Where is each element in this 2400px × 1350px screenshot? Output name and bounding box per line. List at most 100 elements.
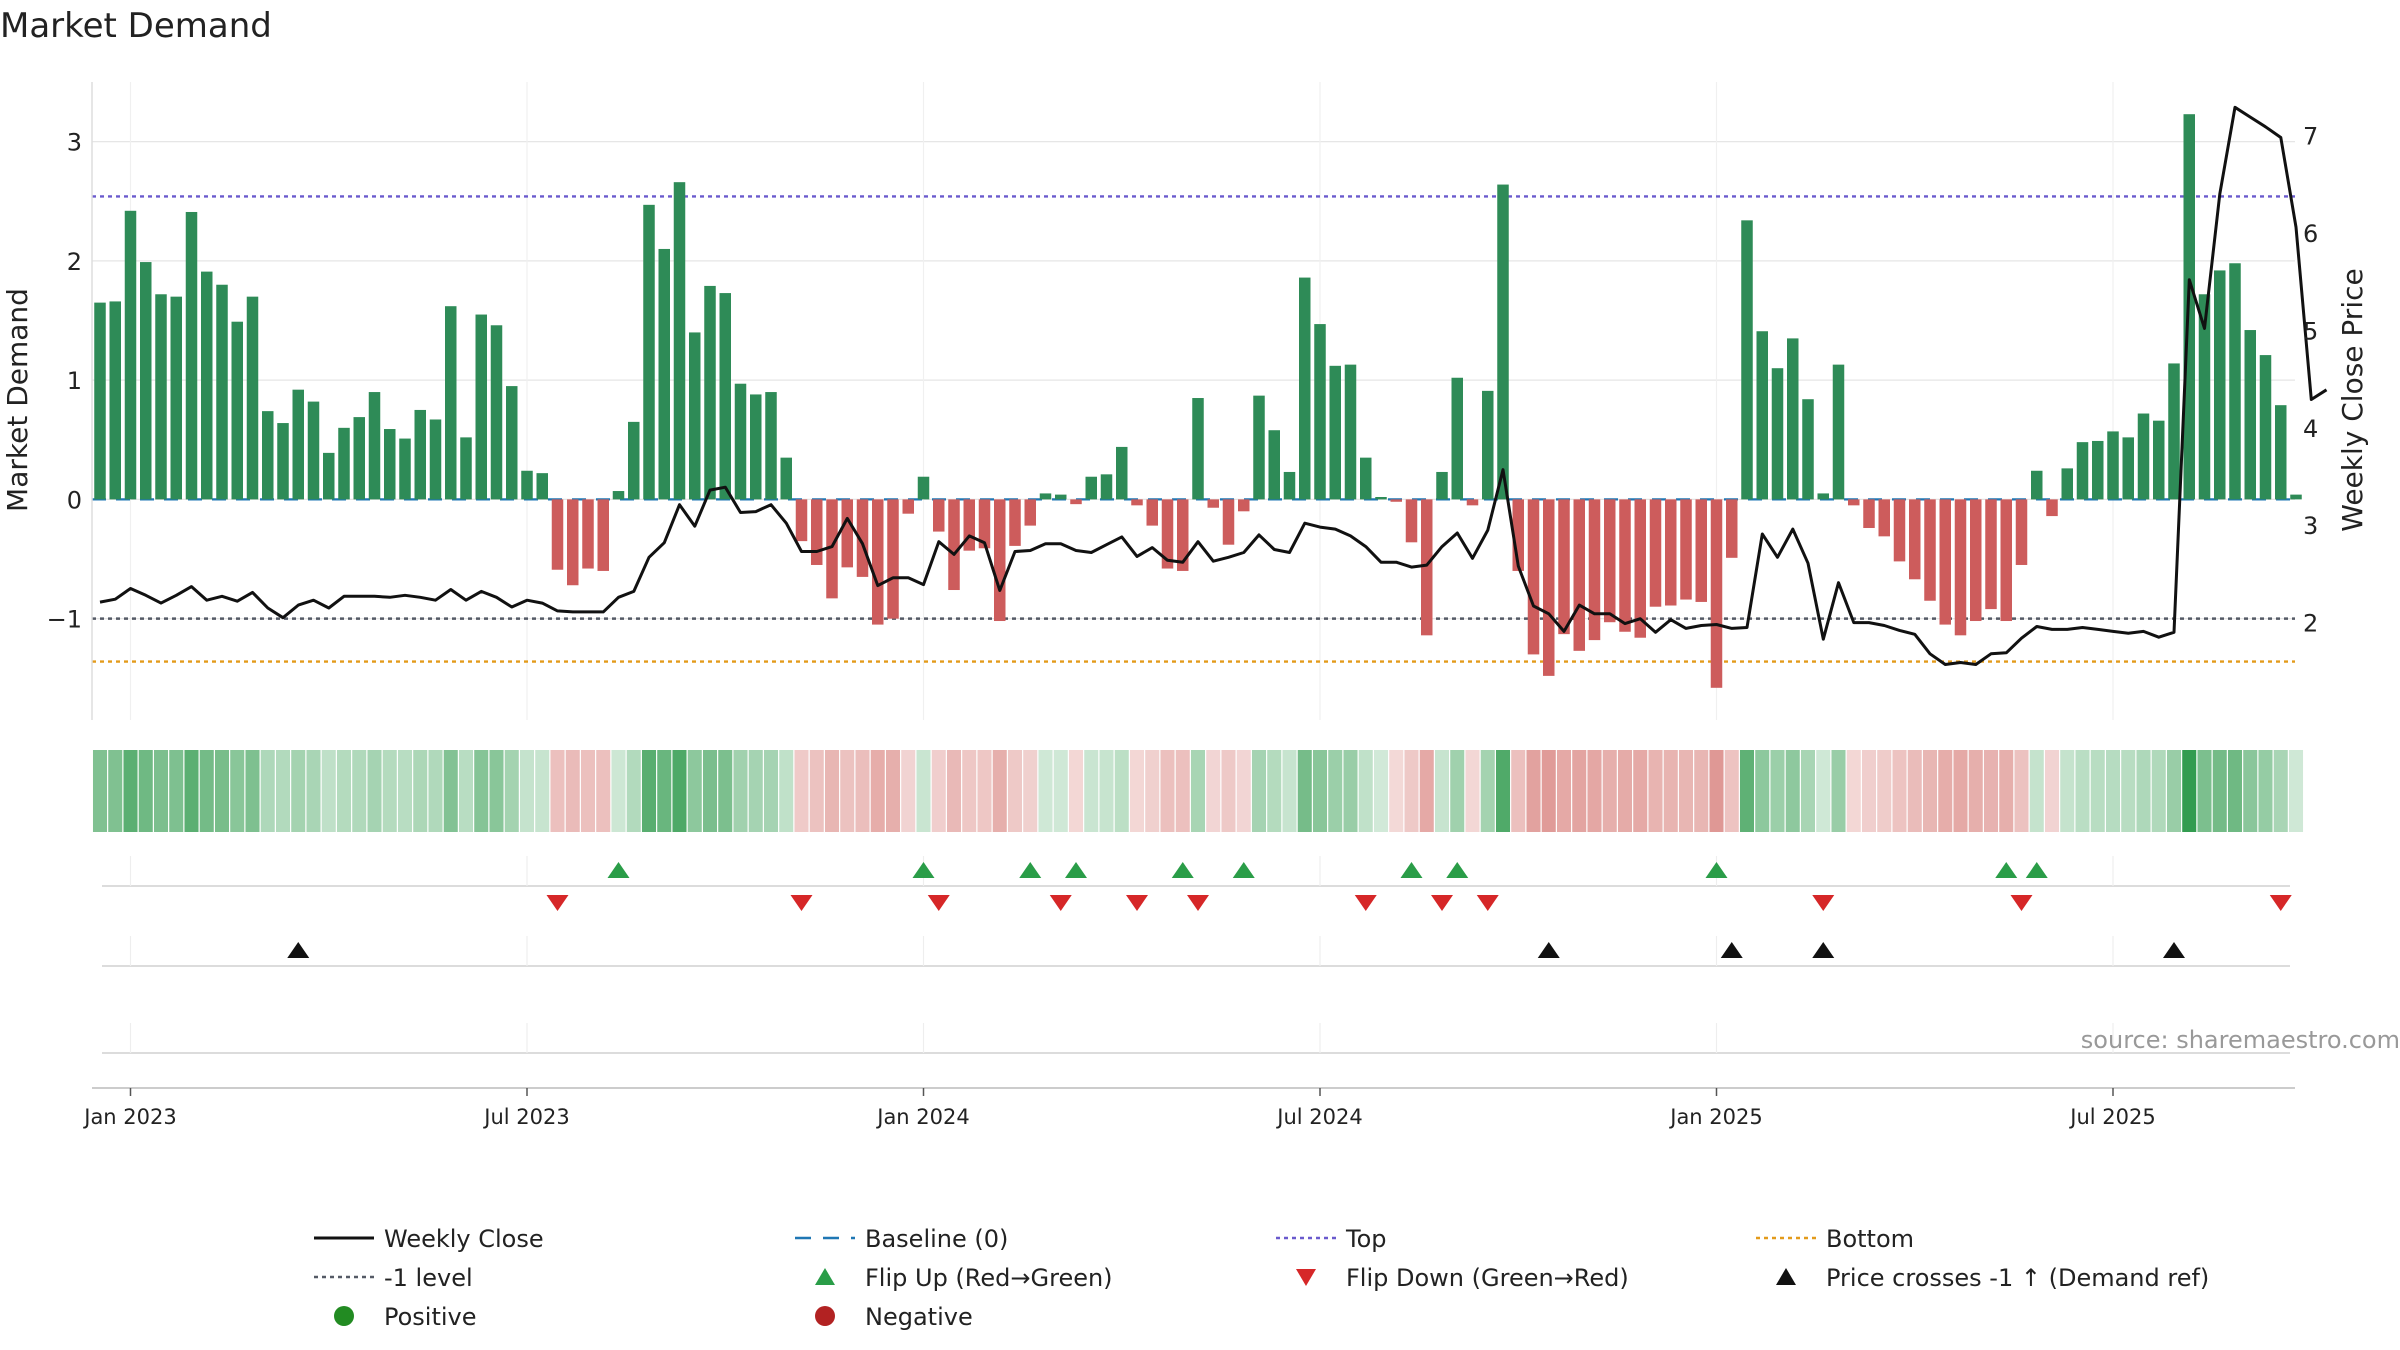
heat-cell: [336, 750, 352, 832]
heat-cell: [1800, 750, 1816, 832]
demand-bar-positive: [1771, 368, 1784, 500]
heat-cell: [2258, 750, 2273, 832]
flip-down-marker: [2010, 895, 2033, 911]
demand-bar-negative: [826, 499, 838, 599]
demand-bar-negative: [887, 499, 899, 619]
legend-item: Price crosses -1 ↑ (Demand ref): [1776, 1264, 2209, 1292]
flip-up-marker: [1995, 862, 2018, 878]
heat-cell: [550, 750, 565, 832]
demand-bar-positive: [689, 332, 701, 500]
heat-cell: [2212, 750, 2227, 832]
heat-cell: [809, 750, 824, 832]
y-tick-label: 2: [67, 248, 82, 276]
demand-bar-positive: [490, 325, 503, 500]
legend-item: Top: [1276, 1225, 1387, 1253]
heat-cell: [1373, 750, 1389, 832]
demand-bar-positive: [94, 302, 106, 500]
y-tick-label: 1: [67, 367, 82, 395]
heat-cell: [1404, 750, 1419, 832]
demand-bar-negative: [1695, 499, 1707, 602]
heat-cell: [946, 750, 962, 832]
heat-cell: [1495, 750, 1511, 832]
heat-cell: [458, 750, 474, 832]
heat-cell: [1541, 750, 1556, 832]
heat-cell: [962, 750, 977, 832]
legend: Weekly Close Baseline (0) Top Bottom -1 leve…: [314, 1225, 2209, 1331]
heat-cell: [2182, 750, 2197, 832]
demand-bar-positive: [1482, 390, 1494, 500]
demand-bar-positive: [1100, 474, 1113, 500]
demand-bar-positive: [1802, 399, 1814, 500]
legend-label: Price crosses -1 ↑ (Demand ref): [1826, 1264, 2209, 1292]
demand-bar-positive: [2122, 437, 2134, 500]
demand-bar-negative: [856, 499, 869, 577]
heat-cell: [580, 750, 596, 832]
demand-bar-positive: [1192, 398, 1204, 500]
heat-cell: [306, 750, 321, 832]
demand-bar-positive: [1329, 365, 1341, 500]
heat-cell: [1922, 750, 1938, 832]
heat-cell: [596, 750, 611, 832]
demand-bar-positive: [2259, 355, 2272, 500]
heat-cell: [2243, 750, 2258, 832]
heat-cell: [1053, 750, 1068, 832]
demand-bar-negative: [1024, 499, 1036, 526]
heat-cell: [2075, 750, 2090, 832]
legend-swatch: [1776, 1268, 1796, 1285]
heat-cell: [1343, 750, 1358, 832]
heat-cell: [992, 750, 1007, 832]
demand-bar-positive: [384, 429, 396, 500]
flip-down-marker: [1187, 895, 1209, 911]
y2-axis-label: Weekly Close Price: [2336, 268, 2369, 531]
heat-cell: [748, 750, 763, 832]
heat-cell: [1617, 750, 1633, 832]
heat-cell: [1724, 750, 1739, 832]
heat-cell: [1846, 750, 1861, 832]
legend-item: -1 level: [314, 1264, 473, 1292]
source-watermark: source: sharemaestro.com: [2081, 1026, 2400, 1054]
demand-bar-negative: [1009, 499, 1021, 546]
chart-title: Market Demand: [0, 6, 272, 46]
flip-up-marker: [1232, 862, 1255, 878]
flip-up-marker: [1171, 862, 1194, 878]
heat-cell: [1907, 750, 1922, 832]
heat-cell: [1892, 750, 1907, 832]
legend-item: Flip Up (Red→Green): [815, 1264, 1113, 1292]
heat-cell: [1328, 750, 1343, 832]
price-cross-marker: [2163, 942, 2185, 958]
demand-bar-negative: [582, 499, 594, 569]
demand-bar-positive: [155, 294, 167, 500]
demand-bar-positive: [1314, 324, 1326, 500]
heat-cell: [1953, 750, 1968, 832]
y2-tick-label: 4: [2303, 415, 2318, 443]
demand-bar-negative: [1985, 499, 1997, 610]
heat-cell: [702, 750, 718, 832]
demand-bar-positive: [2031, 470, 2043, 500]
demand-bar-positive: [475, 314, 487, 500]
heat-cell: [1084, 750, 1099, 832]
demand-bar-negative: [1146, 499, 1158, 526]
x-tick-label: Jan 2024: [875, 1105, 970, 1129]
demand-bar-negative: [1131, 499, 1143, 506]
demand-bar-positive: [750, 394, 762, 500]
demand-bar-negative: [1604, 499, 1616, 623]
demand-bar-positive: [414, 409, 426, 500]
demand-bar-negative: [795, 499, 808, 542]
demand-bar-positive: [2153, 420, 2165, 500]
demand-bar-negative: [1070, 499, 1082, 505]
demand-bar-positive: [399, 438, 411, 500]
heat-cell: [977, 750, 992, 832]
heat-cell: [641, 750, 657, 832]
demand-bar-positive: [216, 284, 228, 500]
heat-cell: [2014, 750, 2029, 832]
demand-bar-positive: [460, 437, 472, 500]
heat-cell: [230, 750, 245, 832]
heat-cell: [672, 750, 687, 832]
heat-cell: [1099, 750, 1114, 832]
legend-item: Bottom: [1756, 1225, 1914, 1253]
demand-bar-negative: [1405, 499, 1418, 543]
heat-cell: [2044, 750, 2060, 832]
heat-cell: [1023, 750, 1038, 832]
demand-bar-negative: [994, 499, 1006, 622]
flip-up-marker: [607, 862, 630, 878]
